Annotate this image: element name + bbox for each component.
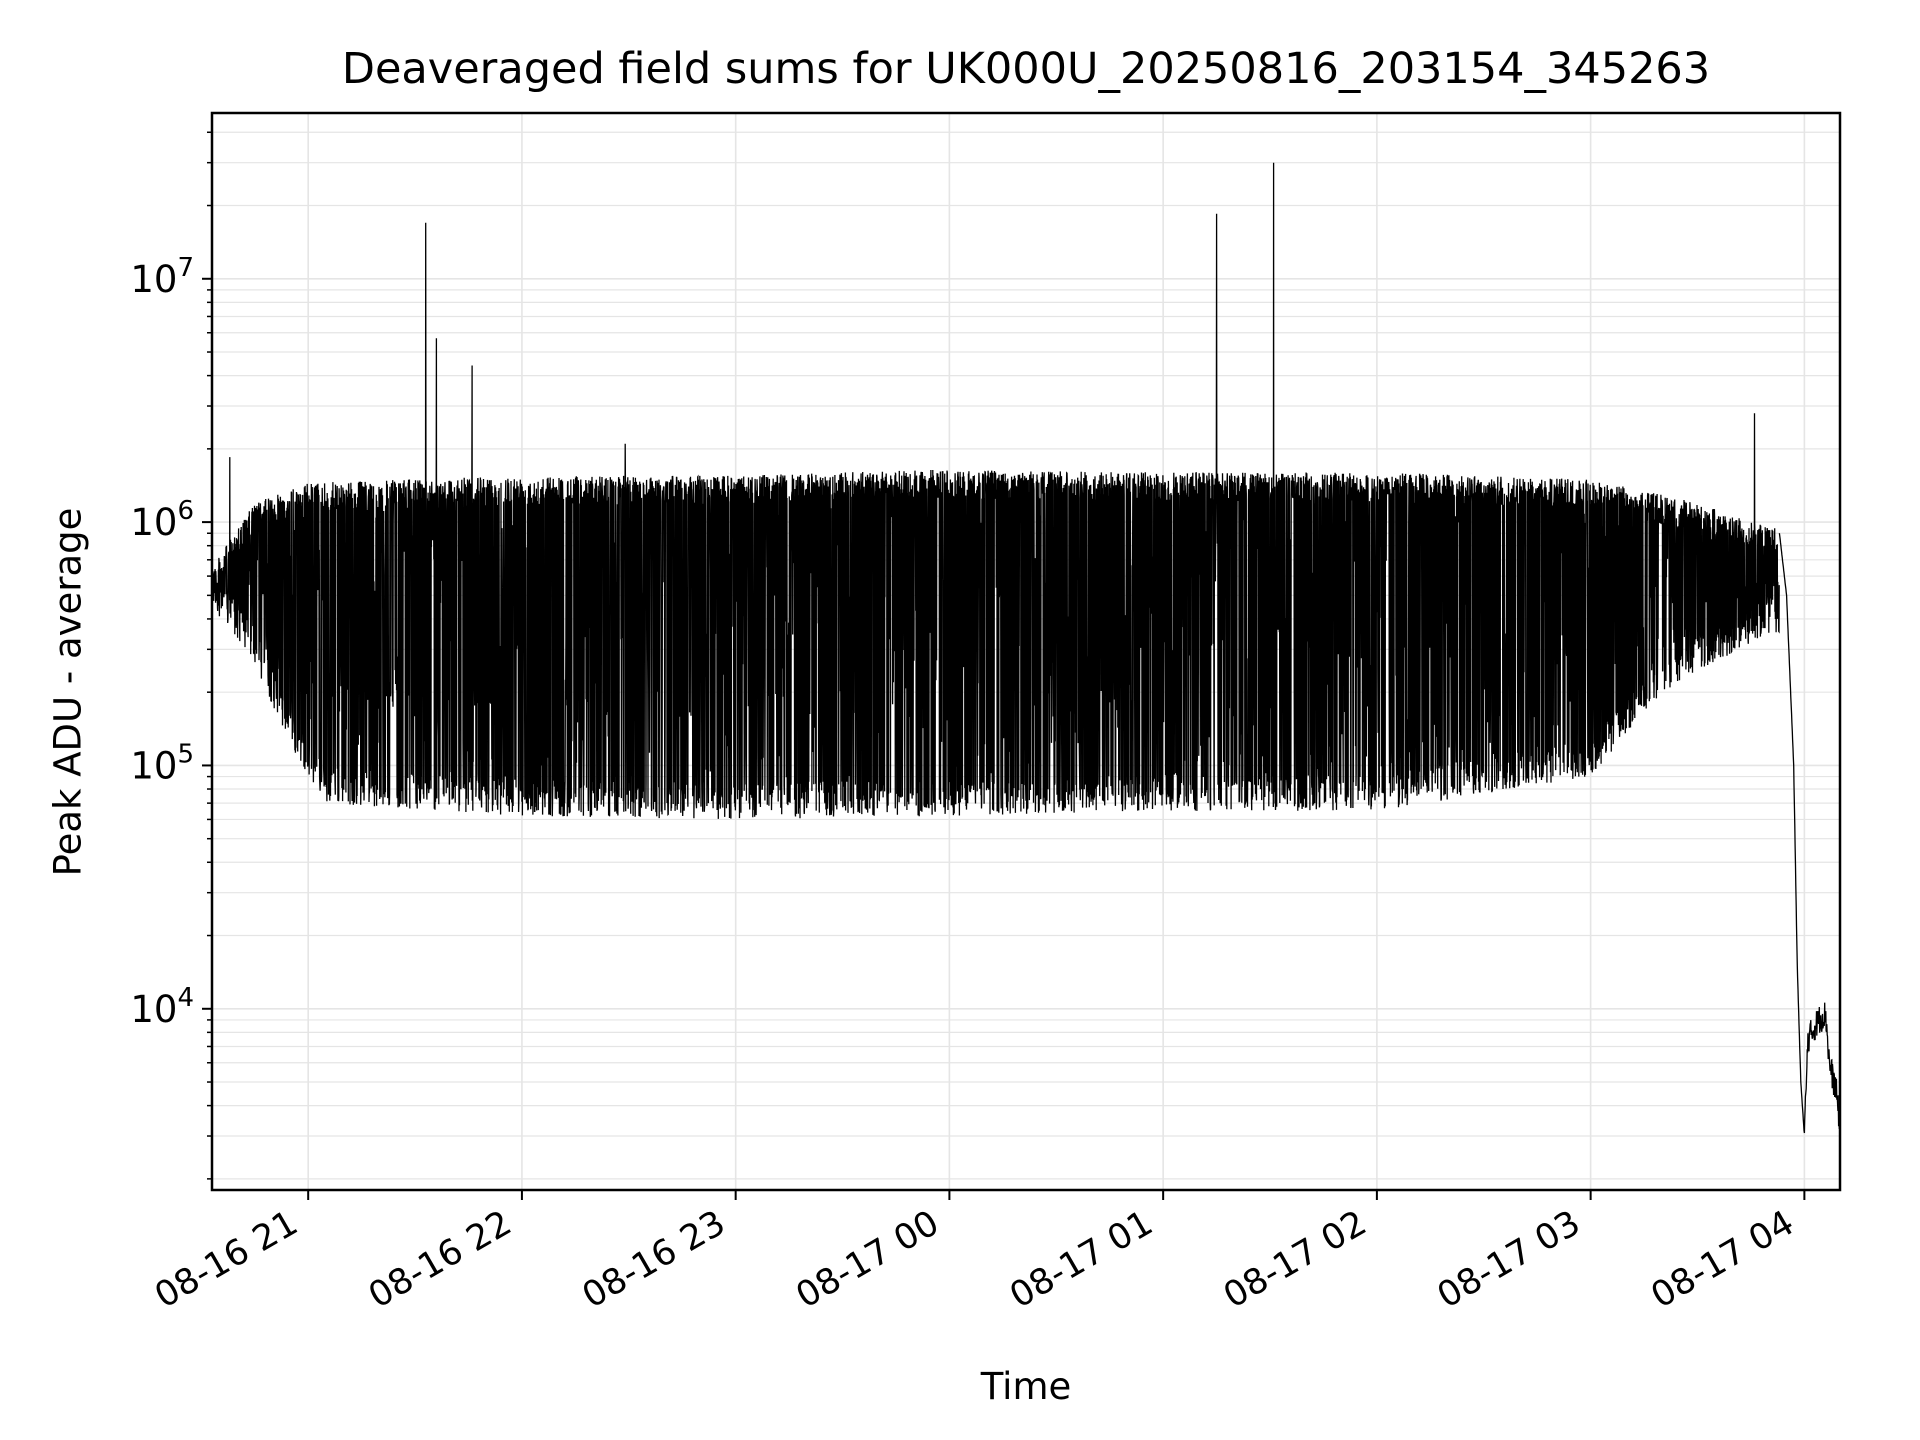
x-tick-label: 08-17 03 bbox=[1431, 1203, 1587, 1316]
x-tick-label: 08-17 02 bbox=[1217, 1203, 1373, 1316]
plot-frame bbox=[210, 111, 1842, 1192]
y-axis-label: Peak ADU - average bbox=[46, 507, 90, 877]
x-tick-label: 08-17 01 bbox=[1003, 1203, 1159, 1316]
y-tick-label: 107 bbox=[130, 253, 194, 301]
y-axis: 104 105 106 107 bbox=[130, 131, 212, 1180]
x-axis-label: Time bbox=[980, 1365, 1072, 1408]
x-tick-label: 08-17 00 bbox=[790, 1203, 946, 1316]
series-line bbox=[212, 162, 1840, 1134]
y-tick-label: 104 bbox=[130, 983, 194, 1031]
chart-title: Deaveraged field sums for UK000U_2025081… bbox=[341, 44, 1711, 94]
data-line bbox=[212, 162, 1840, 1134]
y-tick-label: 105 bbox=[130, 739, 194, 787]
x-tick-label: 08-16 21 bbox=[148, 1203, 304, 1316]
x-tick-label: 08-17 04 bbox=[1645, 1203, 1801, 1316]
x-tick-label: 08-16 22 bbox=[362, 1203, 518, 1316]
x-tick-label: 08-16 23 bbox=[576, 1203, 732, 1316]
x-axis: 08-16 21 08-16 22 08-16 23 08-17 00 08-17 01… bbox=[148, 1190, 1806, 1316]
y-tick-label: 106 bbox=[130, 496, 194, 544]
